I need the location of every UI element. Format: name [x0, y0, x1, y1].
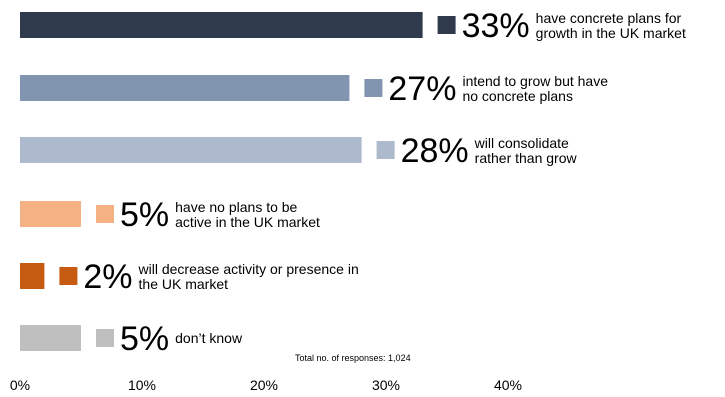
legend-square: [437, 16, 456, 34]
value-label: 5%: [120, 196, 169, 234]
legend-square: [59, 267, 78, 285]
legend-square: [376, 141, 395, 159]
x-axis: 0% 10% 20% 30% 40%: [10, 377, 522, 393]
category-description: have no plans to be: [175, 199, 297, 215]
category-description: intend to grow but have: [462, 73, 608, 89]
bar: [20, 75, 350, 101]
value-label: 27%: [388, 70, 456, 108]
bar: [20, 263, 45, 289]
bar: [20, 201, 81, 227]
category-description: will consolidate: [474, 135, 569, 151]
x-tick-label: 40%: [494, 377, 522, 393]
category-description: have concrete plans for: [536, 10, 682, 26]
bar-row: 5% don’t know: [20, 320, 243, 358]
legend-square: [96, 329, 114, 347]
bar: [20, 325, 81, 351]
value-label: 33%: [462, 7, 530, 45]
legend-square: [364, 79, 383, 97]
category-description: active in the UK market: [175, 214, 320, 230]
category-description: rather than grow: [475, 150, 578, 166]
bar-row: 2% will decrease activity or presence int…: [20, 258, 359, 296]
x-tick-label: 10%: [128, 377, 156, 393]
x-tick-label: 30%: [372, 377, 400, 393]
category-description: growth in the UK market: [536, 25, 686, 41]
bar: [20, 137, 362, 163]
x-tick-label: 20%: [250, 377, 278, 393]
bar: [20, 12, 423, 38]
responses-note: Total no. of responses: 1,024: [295, 353, 411, 363]
category-description: no concrete plans: [462, 88, 573, 104]
value-label: 28%: [401, 132, 469, 170]
legend-square: [96, 205, 114, 223]
x-tick-label: 0%: [10, 377, 30, 393]
value-label: 5%: [120, 320, 169, 358]
category-description: will decrease activity or presence in: [138, 261, 359, 277]
value-label: 2%: [83, 258, 132, 296]
category-description: don’t know: [175, 330, 243, 346]
category-description: the UK market: [139, 276, 229, 292]
